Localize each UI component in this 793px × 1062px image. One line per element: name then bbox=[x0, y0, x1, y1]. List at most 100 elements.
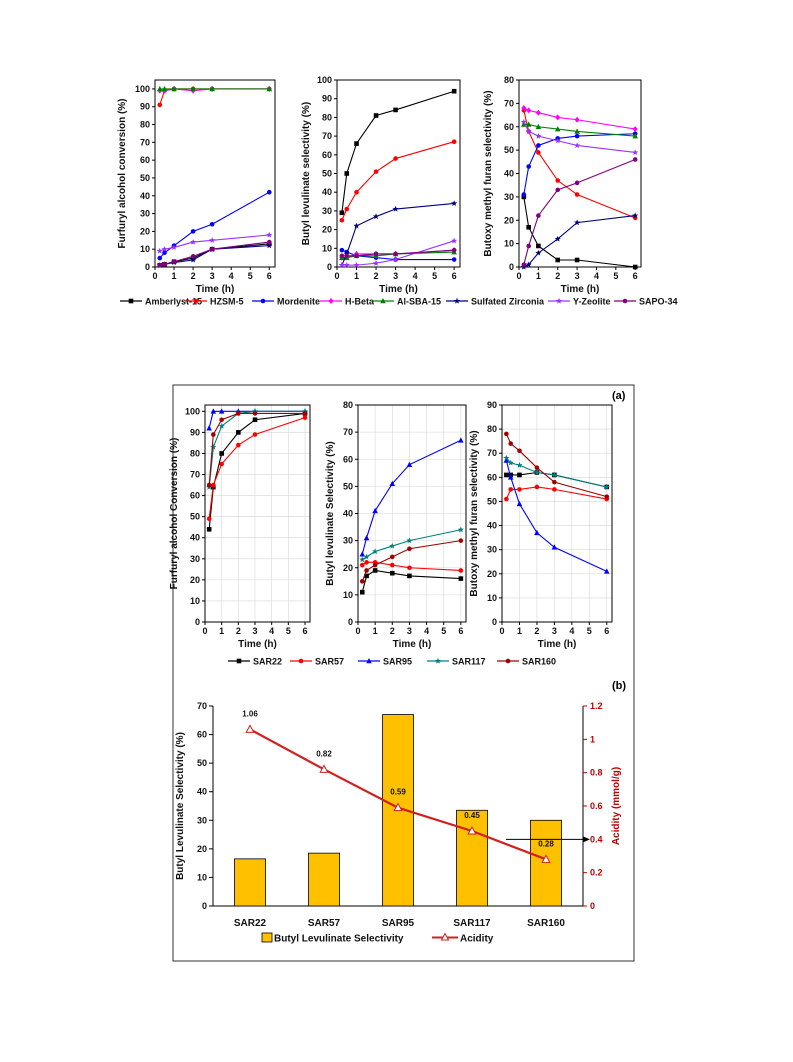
data-point-sulfated-zirconia bbox=[574, 219, 581, 226]
data-point-sar22 bbox=[372, 568, 378, 573]
data-point-sapo-34 bbox=[171, 259, 177, 264]
data-point-y-zeolite bbox=[392, 256, 399, 263]
bar-sar57 bbox=[308, 852, 340, 907]
x-tick-label: 4 bbox=[413, 271, 418, 281]
y-tick-label: 20 bbox=[504, 215, 514, 225]
data-point-hzsm-5 bbox=[536, 150, 541, 155]
data-point-al-sba-15 bbox=[554, 126, 561, 132]
x-tick-label: SAR117 bbox=[453, 918, 491, 929]
x-tick-label: 3 bbox=[407, 626, 412, 636]
legend-marker-h-beta bbox=[328, 298, 334, 304]
y-tick-label: 50 bbox=[140, 173, 150, 183]
legend-label-hzsm-5: HZSM-5 bbox=[210, 297, 244, 307]
data-point-sar95 bbox=[218, 408, 225, 414]
data-point-sar22 bbox=[458, 576, 464, 581]
figure-frame bbox=[172, 384, 635, 962]
x-tick-label: SAR160 bbox=[527, 918, 565, 929]
data-point-sar160 bbox=[364, 568, 369, 573]
x-axis-title: Time (h) bbox=[379, 284, 418, 295]
data-point-amberlyst-15 bbox=[555, 257, 561, 263]
data-point-sar57 bbox=[219, 461, 224, 467]
data-point-amberlyst-15 bbox=[521, 194, 527, 200]
data-point-sar117 bbox=[301, 408, 309, 414]
legend-marker-sar160 bbox=[505, 658, 511, 664]
x-tick-label: 4 bbox=[269, 626, 274, 636]
x-tick-label: 0 bbox=[152, 271, 157, 281]
chart-a-1: 0 10 20 30 40 50 60 70 80 90 100 0 1 2 3 4 5 6 Time (h) Fur… bbox=[169, 404, 311, 650]
x-tick-label: 1 bbox=[219, 626, 224, 636]
data-point-h-beta bbox=[526, 107, 532, 114]
data-point-sar22 bbox=[389, 570, 395, 576]
y-tick-label: 30 bbox=[197, 815, 207, 825]
y-tick-label: 70 bbox=[197, 701, 207, 711]
data-point-sar57 bbox=[407, 565, 412, 571]
y-tick-label: 0 bbox=[195, 617, 200, 627]
y-tick-label: 70 bbox=[343, 427, 353, 437]
y-tick-label: 40 bbox=[197, 787, 207, 797]
y-tick-label: 20 bbox=[197, 844, 207, 854]
series-line-sulfated-zirconia bbox=[523, 215, 636, 268]
x-tick-label: 5 bbox=[248, 271, 253, 281]
data-point-sar95 bbox=[551, 544, 558, 550]
data-point-y-zeolite bbox=[161, 245, 168, 252]
data-point-sar117 bbox=[210, 443, 217, 450]
data-point-sar95 bbox=[359, 551, 366, 557]
data-point-hzsm-5 bbox=[373, 169, 379, 174]
x-tick-label: 5 bbox=[286, 626, 291, 636]
y-tick-label: 10 bbox=[197, 872, 207, 882]
data-point-al-sba-15 bbox=[535, 123, 542, 130]
x-tick-label: 4 bbox=[569, 626, 574, 636]
x-tick-label: 2 bbox=[390, 626, 395, 636]
data-point-mordenite bbox=[451, 257, 457, 262]
series-line-al-sba-15 bbox=[341, 251, 455, 259]
series-line-sar117 bbox=[361, 529, 461, 561]
y-tick-label: 30 bbox=[190, 554, 200, 564]
data-point-amberlyst-15 bbox=[574, 257, 580, 263]
y-tick-label: 30 bbox=[322, 206, 332, 216]
legend-marker-hzsm-5 bbox=[193, 298, 199, 304]
data-point-amberlyst-15 bbox=[451, 88, 457, 94]
x-tick-label: 0 bbox=[334, 271, 339, 281]
data-point-al-sba-15 bbox=[157, 85, 163, 92]
data-point-sar160 bbox=[458, 538, 464, 543]
data-point-sar57 bbox=[206, 516, 212, 522]
y-tick-label: 60 bbox=[504, 122, 514, 132]
x-tick-label: 6 bbox=[302, 626, 307, 636]
y2-tick-label: 0.4 bbox=[590, 834, 603, 844]
acidity-data-label: 0.59 bbox=[390, 788, 406, 797]
data-point-y-zeolite bbox=[574, 142, 581, 149]
data-point-amberlyst-15 bbox=[354, 141, 359, 146]
data-point-hzsm-5 bbox=[451, 139, 457, 145]
data-point-sar57 bbox=[211, 482, 216, 488]
x-tick-label: 6 bbox=[452, 271, 457, 281]
data-point-sar160 bbox=[219, 417, 224, 423]
y-tick-label: 30 bbox=[140, 209, 150, 219]
acidity-data-label: 0.28 bbox=[538, 839, 554, 848]
data-point-sar95 bbox=[604, 568, 610, 574]
data-point-y-zeolite bbox=[343, 261, 350, 268]
x-tick-label: 1 bbox=[536, 271, 541, 281]
y-tick-label: 60 bbox=[343, 454, 353, 464]
legend-marker-sar22 bbox=[236, 658, 242, 664]
y-tick-label: 80 bbox=[140, 120, 150, 130]
axis-arrowhead bbox=[583, 836, 590, 843]
y-tick-label: 50 bbox=[487, 496, 497, 506]
y-axis-title: Butyl levulinate selectivity (%) bbox=[301, 102, 312, 245]
data-point-sar117 bbox=[406, 537, 413, 544]
legend-label-bar: Butyl Levulinate Selectivity bbox=[274, 934, 404, 945]
chart-a-3: 0 10 20 30 40 50 60 70 80 90 0 1 2 3 4 5 6 Time (h) Butoxy… bbox=[469, 400, 613, 650]
y-tick-label: 40 bbox=[140, 191, 150, 201]
y2-tick-label: 0.8 bbox=[590, 768, 603, 778]
plot-frame bbox=[518, 79, 642, 268]
data-point-sar95 bbox=[206, 425, 212, 431]
data-point-sar95 bbox=[534, 529, 540, 536]
legend-label-sulfated-zirconia: Sulfated Zirconia bbox=[471, 297, 545, 307]
x-tick-label: 5 bbox=[432, 271, 437, 281]
y-tick-label: 0 bbox=[509, 262, 514, 272]
series-line-sar57 bbox=[208, 417, 306, 519]
data-point-sar160 bbox=[372, 562, 378, 568]
y-tick-label: 40 bbox=[322, 187, 332, 197]
data-point-sar22 bbox=[407, 573, 412, 579]
y-tick-label: 50 bbox=[343, 481, 353, 491]
y-tick-label: 70 bbox=[140, 137, 150, 147]
